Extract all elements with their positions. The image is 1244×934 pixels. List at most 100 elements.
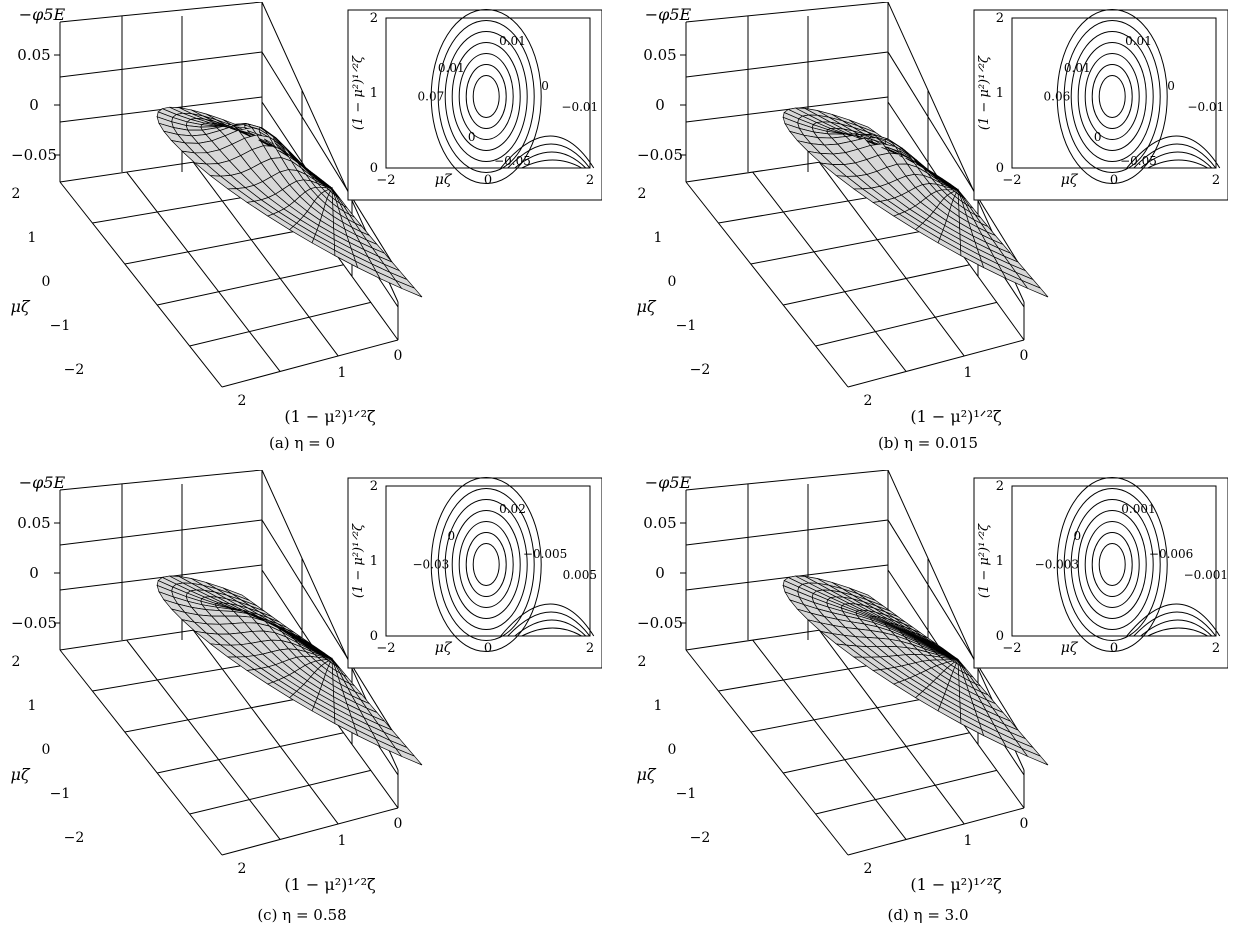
z-tick-label: 0.05: [643, 46, 676, 64]
inset-y-label: (1 − μ²)¹ᐟ²ζ: [977, 55, 992, 130]
r-tick-label: 0: [394, 816, 403, 832]
grid-line: [752, 171, 907, 372]
axis-line: [685, 181, 849, 388]
panel-caption: (a) η = 0: [268, 434, 336, 452]
surface-patch: [394, 279, 423, 298]
inset-x-tick: 2: [1212, 641, 1220, 656]
inset-y-tick: 0: [370, 629, 378, 644]
grid-line: [261, 51, 399, 273]
surface-patch: [1020, 279, 1049, 298]
contour-label: 0: [541, 79, 549, 93]
mu-zeta-tick-label: 1: [654, 230, 663, 246]
r-tick-label: 2: [864, 393, 873, 409]
inset-y-tick: 1: [996, 86, 1004, 101]
contour-line: [1056, 9, 1168, 184]
contour-line: [1140, 619, 1213, 637]
contour-lines: [430, 477, 595, 652]
grid-line: [818, 629, 965, 825]
contour-inset: [347, 9, 602, 201]
inset-x-label: μζ: [1061, 640, 1079, 656]
contour-inset: [347, 477, 602, 669]
contour-label: 0: [447, 529, 455, 543]
contour-label: 0.005: [563, 568, 597, 582]
mu-zeta-tick-label: −2: [690, 830, 711, 846]
inset-y-tick: 2: [996, 11, 1004, 26]
contour-line: [1070, 499, 1154, 630]
z-tick-label: 0.05: [643, 514, 676, 532]
inset-y-tick: 0: [996, 629, 1004, 644]
mu-zeta-tick-label: 0: [42, 274, 51, 290]
grid-line: [685, 96, 889, 123]
grid-line: [750, 694, 943, 733]
inset-y-tick: 2: [370, 11, 378, 26]
inset-x-tick: −2: [1002, 641, 1021, 656]
contour-line: [521, 627, 583, 637]
grid-line: [261, 519, 399, 741]
plot-box: [59, 470, 399, 856]
grid-line: [126, 171, 281, 372]
mu-zeta-tick-label: 1: [28, 230, 37, 246]
grid-line: [685, 564, 889, 591]
grid-line: [783, 732, 970, 774]
mu-zeta-tick-label: 1: [654, 698, 663, 714]
contour-line: [472, 543, 500, 586]
surface-mesh: [782, 575, 1049, 766]
contour-label: 0: [1167, 79, 1175, 93]
surface-panel: 0.05 0 −0.05 −φ5E 2 1 0 −1 −2 μζ 2 1 0 (1 − μ²)¹ᐟ²ζ −2…: [2, 470, 602, 926]
inset-x-tick: 2: [1212, 173, 1220, 188]
grid-line: [752, 639, 907, 840]
z-tick-label: −0.05: [637, 146, 683, 164]
contour-line: [444, 31, 528, 162]
mu-zeta-tick-label: 1: [28, 698, 37, 714]
surface-plot: 0.05 0 −0.05 −φ5E 2 1 0 −1 −2 μζ 2 1 0 (1 − μ²)¹ᐟ²ζ −2…: [10, 470, 602, 894]
grid-line: [887, 519, 1025, 741]
contour-line: [1084, 521, 1140, 608]
inset-x-label: μζ: [1061, 172, 1079, 188]
grid-line: [685, 51, 889, 78]
surface-patch: [948, 182, 959, 190]
surface-panel: 0.05 0 −0.05 −φ5E 2 1 0 −1 −2 μζ 2 1 0 (1 − μ²)¹ᐟ²ζ −2…: [2, 2, 602, 458]
inset-y-tick: 1: [370, 554, 378, 569]
contour-label: 0: [468, 130, 476, 144]
grid-line: [750, 226, 943, 265]
grid-line: [783, 264, 970, 306]
contour-line: [1098, 75, 1126, 118]
contour-line: [472, 75, 500, 118]
grid-line: [59, 519, 263, 546]
contour-line: [451, 510, 521, 619]
grid-line: [815, 301, 997, 347]
grid-line: [192, 629, 339, 825]
r-axis-label: (1 − μ²)¹ᐟ²ζ: [284, 875, 376, 894]
contour-line: [1147, 627, 1209, 637]
mu-zeta-tick-label: 0: [668, 742, 677, 758]
contour-line: [1126, 603, 1221, 637]
surface-panel: 0.05 0 −0.05 −φ5E 2 1 0 −1 −2 μζ 2 1 0 (1 − μ²)¹ᐟ²ζ −2…: [628, 2, 1228, 458]
z-tick-label: −0.05: [11, 146, 57, 164]
contour-line: [1091, 532, 1133, 597]
inset-x-tick: 0: [484, 641, 492, 656]
panel-caption: (c) η = 0.58: [257, 906, 347, 924]
z-axis-label: −φ5E: [19, 473, 66, 492]
contour-lines: [1056, 477, 1221, 652]
r-tick-label: 1: [964, 833, 973, 849]
grid-line: [124, 226, 317, 265]
grid-line: [124, 694, 317, 733]
r-tick-label: 1: [338, 833, 347, 849]
contour-line: [500, 603, 595, 637]
inset-x-tick: 0: [1110, 173, 1118, 188]
inset-axes: [1011, 17, 1217, 169]
contour-line: [458, 521, 514, 608]
contour-line: [1084, 53, 1140, 140]
mu-zeta-tick-label: −1: [50, 786, 71, 802]
contour-line: [451, 42, 521, 151]
mu-zeta-tick-label: 0: [668, 274, 677, 290]
mu-zeta-tick-label: −2: [64, 830, 85, 846]
grid-line: [192, 161, 339, 357]
inset-x-tick: 2: [586, 641, 594, 656]
inset-x-tick: −2: [376, 173, 395, 188]
mu-zeta-tick-label: −1: [676, 786, 697, 802]
plot-box: [685, 2, 1025, 388]
inset-x-tick: 2: [586, 173, 594, 188]
z-tick-label: −0.05: [637, 614, 683, 632]
inset-axes: [1011, 485, 1217, 637]
